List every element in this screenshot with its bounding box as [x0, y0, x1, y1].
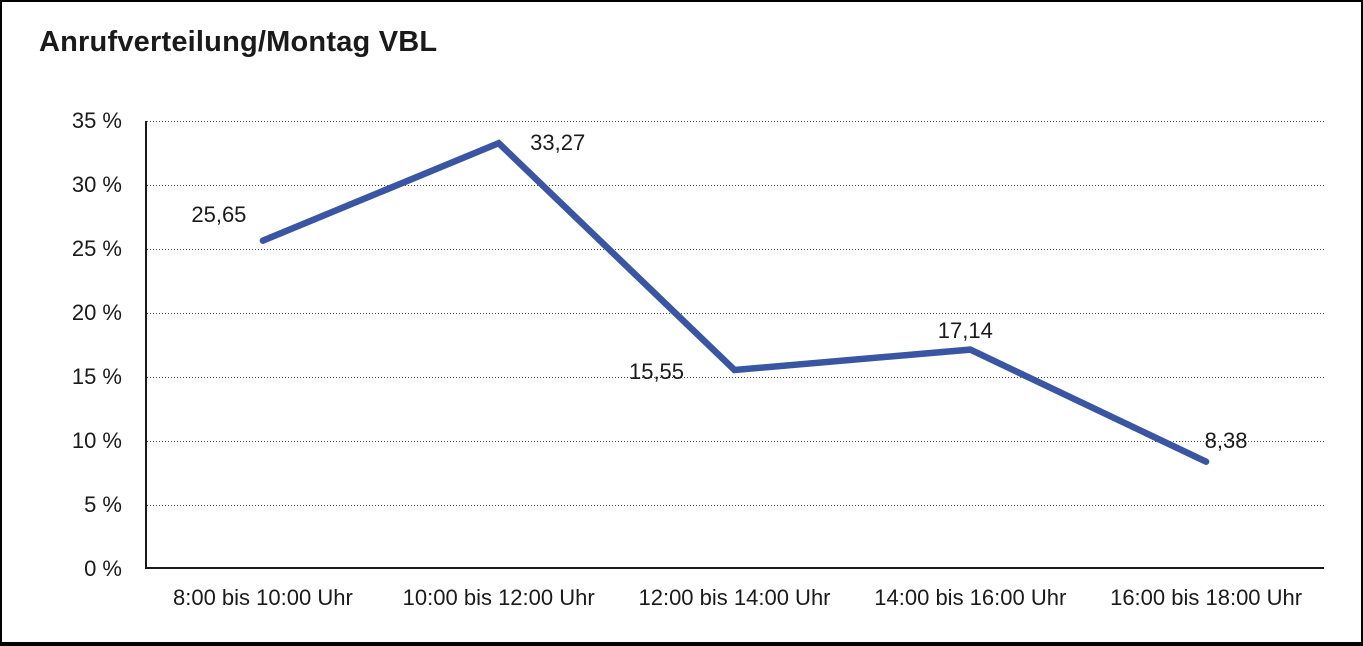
x-tick-label: 10:00 bis 12:00 Uhr [402, 585, 595, 610]
y-tick-label: 30 % [71, 172, 122, 197]
gridline [147, 248, 1324, 250]
gridline [147, 504, 1324, 506]
data-point-label: 8,38 [1204, 427, 1248, 453]
gridline [147, 120, 1324, 122]
y-tick-label: 10 % [71, 428, 122, 453]
gridline [147, 440, 1324, 442]
y-tick-label: 15 % [71, 364, 122, 389]
plot-area [145, 120, 1324, 569]
y-tick-label: 25 % [71, 236, 122, 261]
y-tick-label: 5 % [84, 492, 122, 517]
chart-title: Anrufverteilung/Montag VBL [39, 26, 438, 58]
x-tick-label: 8:00 bis 10:00 Uhr [173, 585, 353, 610]
y-tick-label: 35 % [71, 108, 122, 133]
gridline [147, 376, 1324, 378]
x-tick-label: 12:00 bis 14:00 Uhr [638, 585, 831, 610]
data-point-label: 25,65 [191, 201, 247, 227]
x-tick-label: 16:00 bis 18:00 Uhr [1110, 585, 1303, 610]
data-point-label: 15,55 [628, 358, 685, 384]
data-point-label: 33,27 [530, 130, 586, 156]
gridline [147, 184, 1324, 186]
data-point-label: 17,14 [937, 317, 993, 343]
gridline [147, 312, 1324, 314]
y-tick-label: 0 % [84, 556, 122, 581]
y-tick-label: 20 % [71, 300, 122, 325]
x-tick-label: 14:00 bis 16:00 Uhr [874, 585, 1067, 610]
